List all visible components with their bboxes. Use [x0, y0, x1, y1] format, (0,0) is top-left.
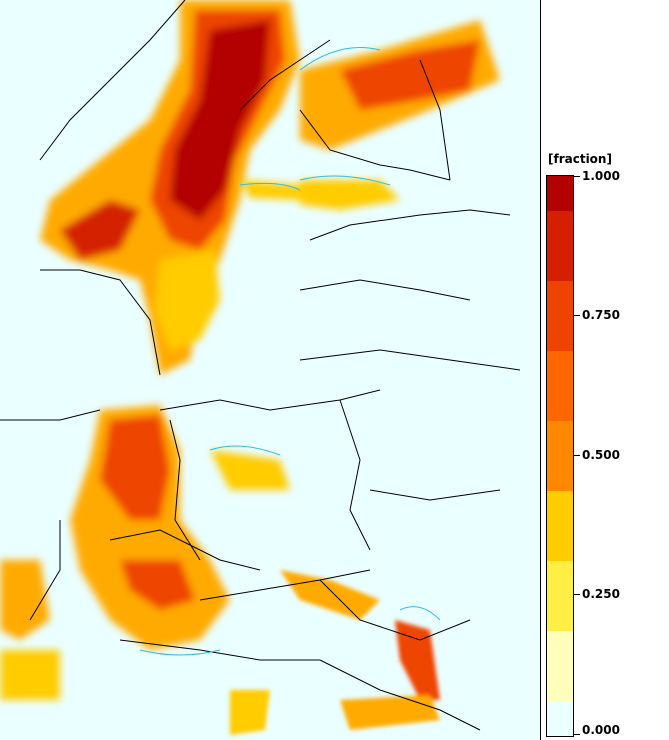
colorbar-swatch: [547, 631, 573, 701]
fraction-field-finland: [240, 20, 500, 210]
country-borders: [0, 0, 521, 731]
legend-title: [fraction]: [548, 152, 612, 166]
tick-label-0250: 0.250: [582, 587, 620, 601]
tick-mark: [574, 455, 580, 456]
map-panel: [0, 0, 541, 740]
tick-label-1000: 1.000: [582, 169, 620, 183]
colorbar-swatch: [547, 421, 573, 491]
tick-mark: [574, 734, 580, 735]
colorbar-swatch: [547, 176, 573, 211]
fraction-map: [0, 0, 521, 735]
fraction-field-scandinavia: [40, 0, 300, 375]
tick-mark: [574, 315, 580, 316]
colorbar-swatch: [547, 351, 573, 421]
colorbar-swatch: [547, 281, 573, 351]
colorbar-swatch: [547, 211, 573, 281]
tick-label-0000: 0.000: [582, 723, 620, 737]
tick-mark: [574, 176, 580, 177]
tick-mark: [574, 594, 580, 595]
colorbar: [546, 175, 574, 737]
fraction-field-central-europe: [0, 405, 290, 700]
tick-label-0500: 0.500: [582, 448, 620, 462]
contour-lines: [139, 47, 441, 656]
colorbar-swatch: [547, 491, 573, 561]
colorbar-swatch: [547, 561, 573, 631]
tick-label-0750: 0.750: [582, 308, 620, 322]
colorbar-swatch: [547, 701, 573, 736]
